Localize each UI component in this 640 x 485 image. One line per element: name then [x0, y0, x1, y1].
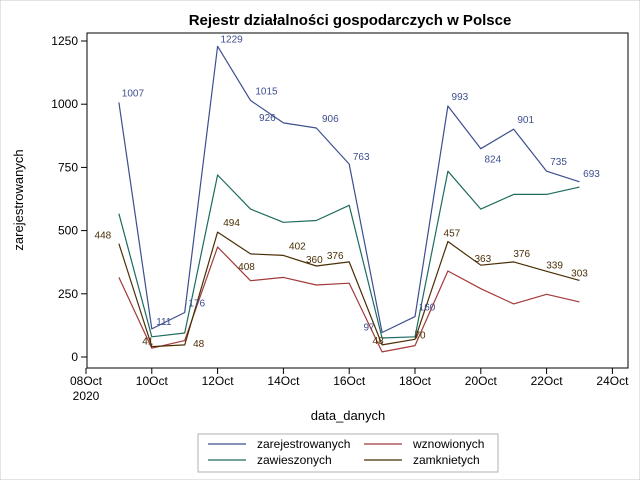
data-label-zarejestrowanych: 906 — [322, 114, 339, 125]
data-label-zamknietych: 402 — [289, 241, 306, 252]
x-tick-label: 24Oct — [596, 374, 629, 388]
data-label-zamknietych: 360 — [306, 255, 323, 266]
data-label-zamknietych: 41 — [142, 337, 154, 348]
data-label-zarejestrowanych: 993 — [452, 92, 469, 103]
data-label-zarejestrowanych: 926 — [259, 113, 276, 124]
data-label-zamknietych: 339 — [546, 260, 563, 271]
data-label-zamknietych: 376 — [327, 251, 344, 262]
x-tick-label: 08Oct — [70, 374, 103, 388]
data-label-zamknietych: 457 — [444, 228, 461, 239]
data-label-zarejestrowanych: 735 — [550, 157, 567, 168]
x-tick-year-label: 2020 — [73, 389, 100, 403]
data-label-zamknietych: 363 — [474, 254, 491, 265]
x-axis: 08Oct 10Oct 12Oct 14Oct 16Oct 18Oct 20Oct 22Oct… — [70, 368, 629, 403]
data-label-zarejestrowanych: 1229 — [220, 34, 243, 45]
data-label-zarejestrowanych: 97 — [364, 322, 376, 333]
y-tick-label: 750 — [58, 160, 78, 174]
data-label-zarejestrowanych: 901 — [517, 115, 534, 126]
data-label-zarejestrowanych: 176 — [188, 299, 205, 310]
data-label-zarejestrowanych: 160 — [419, 303, 436, 314]
y-tick-label: 1000 — [51, 97, 78, 111]
plot-frame — [86, 32, 629, 369]
x-tick-label: 18Oct — [399, 374, 432, 388]
x-tick-label: 10Oct — [136, 374, 169, 388]
legend-box — [197, 433, 499, 473]
data-label-zamknietych: 448 — [95, 231, 112, 242]
data-label-zarejestrowanych: 111 — [156, 317, 172, 328]
x-tick-label: 20Oct — [465, 374, 498, 388]
data-label-zamknietych: 376 — [513, 249, 530, 260]
data-label-zamknietych: 48 — [193, 339, 205, 350]
series-group — [118, 45, 580, 353]
data-label-zamknietych: 303 — [571, 268, 588, 279]
y-axis-label: zarejestrowanych — [11, 149, 26, 250]
y-axis: 0 250 500 750 1000 1250 — [51, 34, 87, 364]
legend: zarejestrowanych wznowionych zawieszonych z… — [197, 433, 499, 473]
data-label-zamknietych: 48 — [373, 336, 385, 347]
x-tick-label: 22Oct — [531, 374, 564, 388]
y-tick-label: 500 — [58, 224, 78, 238]
series-line-zamknietych — [118, 231, 580, 348]
series-line-zarejestrowanych — [118, 45, 580, 334]
legend-label-zawieszonych: zawieszonych — [257, 453, 332, 467]
legend-label-wznowionych: wznowionych — [412, 437, 484, 451]
data-label-zarejestrowanych: 693 — [583, 169, 600, 180]
y-tick-label: 250 — [58, 287, 78, 301]
data-label-zamknietych: 494 — [223, 218, 240, 229]
series-line-zawieszonych — [118, 170, 580, 339]
chart-title: Rejestr działalności gospodarczych w Pol… — [189, 12, 512, 29]
y-tick-label: 0 — [71, 350, 78, 364]
legend-label-zarejestrowanych: zarejestrowanych — [257, 437, 350, 451]
y-tick-label: 1250 — [51, 34, 78, 48]
x-tick-label: 14Oct — [267, 374, 300, 388]
data-label-zamknietych: 408 — [238, 262, 255, 273]
x-tick-label: 16Oct — [333, 374, 366, 388]
x-axis-label: data_danych — [311, 408, 385, 423]
data-label-zamknietych: 70 — [414, 330, 426, 341]
x-tick-label: 12Oct — [202, 374, 235, 388]
data-labels: 1007 111 176 1229 1015 926 906 763 97 160 993 824 90… — [95, 34, 601, 350]
legend-label-zamknietych: zamknietych — [413, 453, 480, 467]
data-label-zarejestrowanych: 1015 — [255, 86, 278, 97]
data-label-zarejestrowanych: 1007 — [122, 88, 145, 99]
data-label-zarejestrowanych: 824 — [484, 155, 501, 166]
data-label-zarejestrowanych: 763 — [353, 152, 370, 163]
